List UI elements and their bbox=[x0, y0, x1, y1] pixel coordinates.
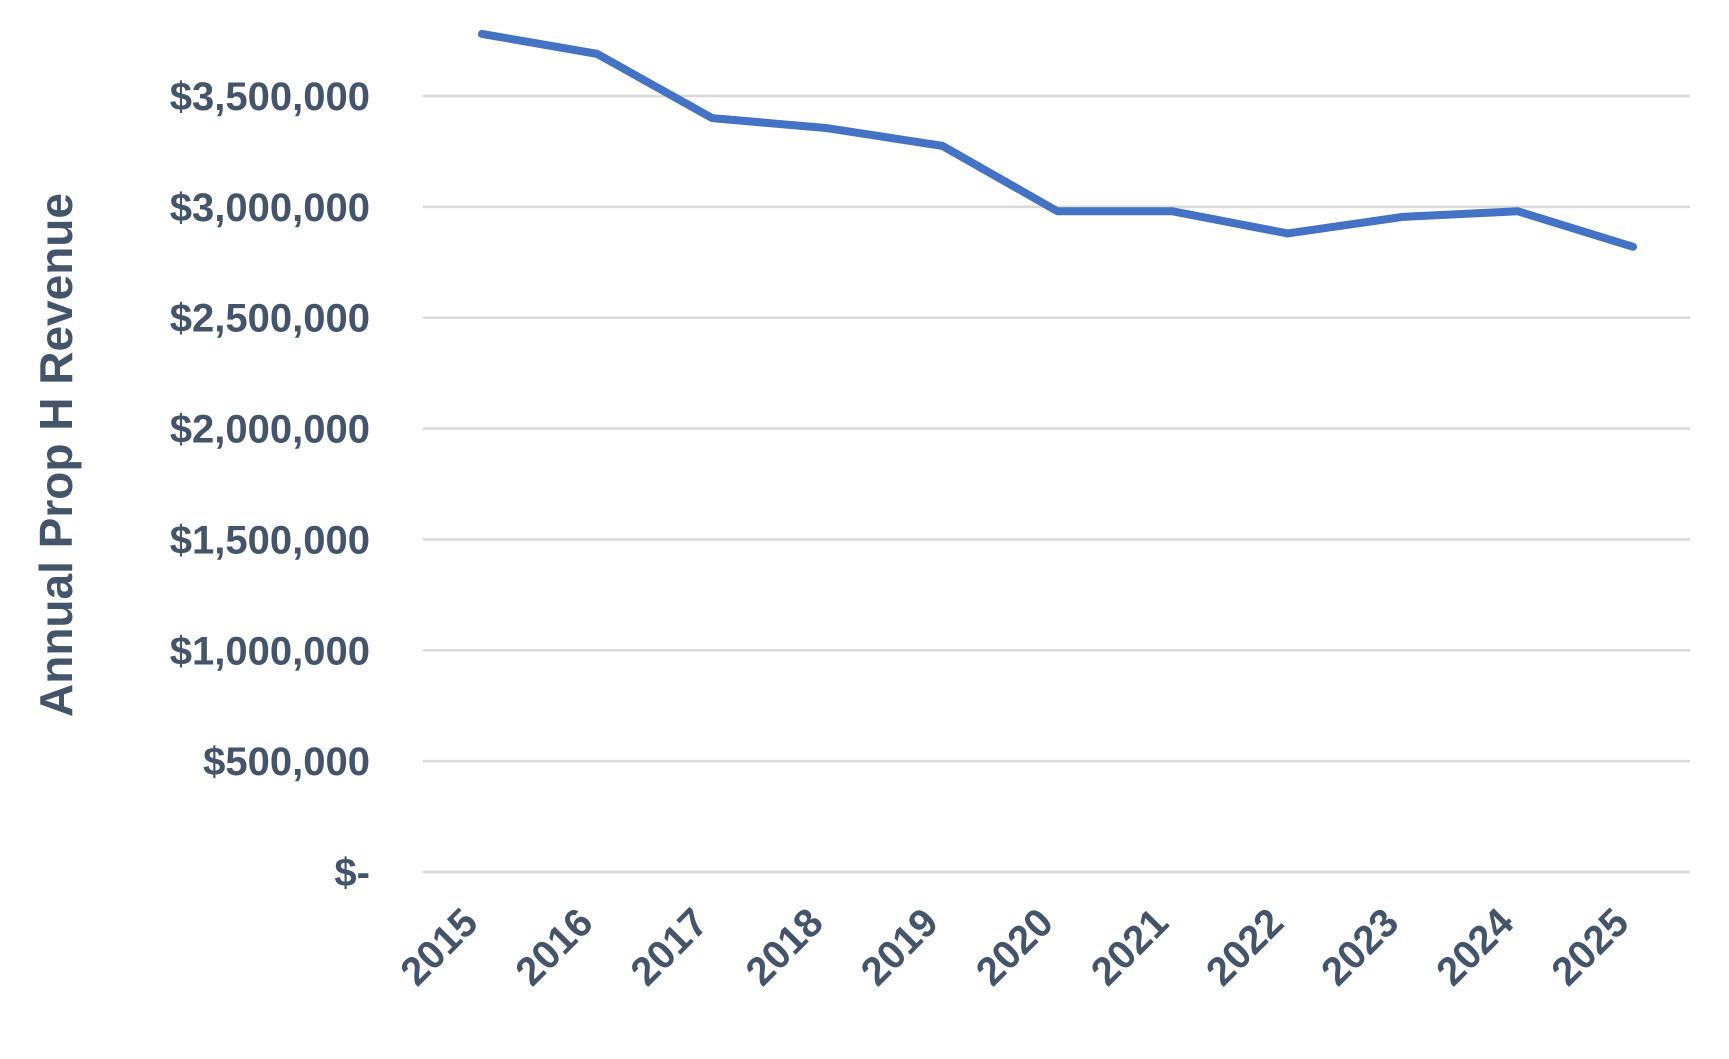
series-line bbox=[482, 34, 1633, 247]
x-tick-label: 2025 bbox=[1543, 900, 1637, 994]
x-tick-label: 2023 bbox=[1313, 900, 1407, 994]
y-axis-title: Annual Prop H Revenue bbox=[30, 193, 82, 717]
y-tick-label: $2,000,000 bbox=[170, 408, 370, 452]
y-tick-label: $1,000,000 bbox=[170, 629, 370, 673]
x-tick-label: 2020 bbox=[968, 900, 1062, 994]
x-tick-label: 2024 bbox=[1428, 900, 1523, 995]
y-tick-label: $3,000,000 bbox=[170, 186, 370, 230]
x-tick-label: 2022 bbox=[1198, 900, 1292, 994]
x-tick-label: 2019 bbox=[853, 900, 947, 994]
x-tick-label: 2018 bbox=[738, 900, 832, 994]
x-tick-label: 2015 bbox=[392, 900, 486, 994]
y-tick-label: $2,500,000 bbox=[170, 297, 370, 341]
y-tick-label: $3,500,000 bbox=[170, 75, 370, 119]
x-tick-label: 2021 bbox=[1083, 900, 1177, 994]
x-tick-label: 2017 bbox=[623, 900, 717, 994]
x-tick-label: 2016 bbox=[507, 900, 601, 994]
y-tick-label: $1,500,000 bbox=[170, 518, 370, 562]
y-tick-label: $500,000 bbox=[203, 740, 370, 784]
y-tick-label: $- bbox=[334, 851, 370, 895]
